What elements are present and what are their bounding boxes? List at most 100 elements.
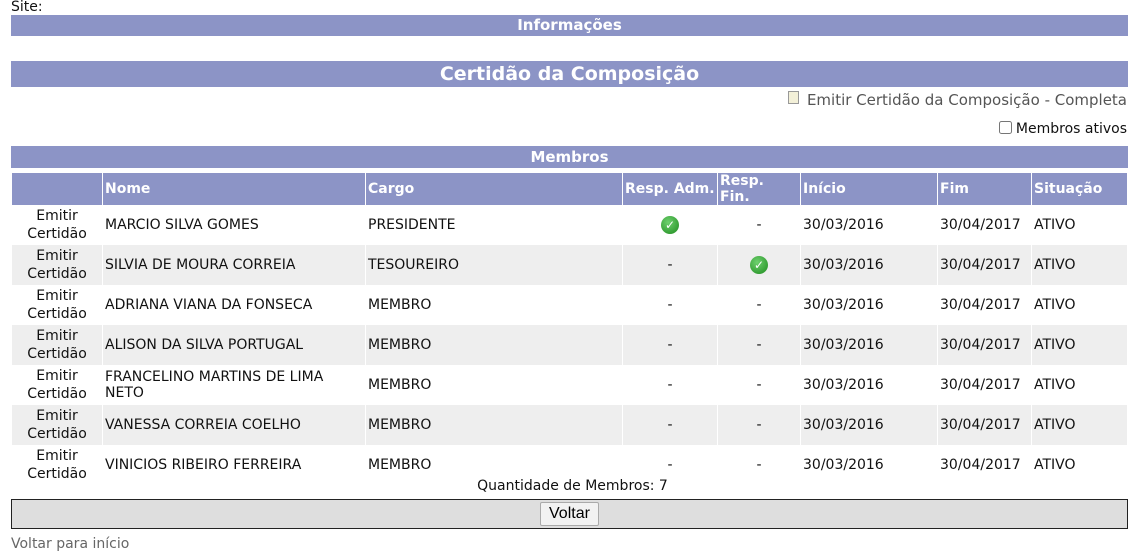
column-header: Situação xyxy=(1032,171,1127,205)
table-row: Emitir Certidão SILVIA DE MOURA CORREIA TE… xyxy=(12,245,1127,285)
resp-fin-cell: - xyxy=(718,285,800,325)
emit-certificate-link[interactable]: Emitir Certidão xyxy=(27,368,87,402)
table-row: Emitir Certidão VANESSA CORREIA COELHO MEM… xyxy=(12,405,1127,445)
resp-fin-cell: - xyxy=(718,405,800,445)
status: ATIVO xyxy=(1034,377,1076,393)
table-row: Emitir Certidão FRANCELINO MARTINS DE LIM… xyxy=(12,365,1127,405)
dash: - xyxy=(756,297,762,313)
emit-certificate-link[interactable]: Emitir Certidão xyxy=(27,208,87,242)
dash: - xyxy=(667,257,673,273)
members-count: Quantidade de Membros: 7 xyxy=(477,478,668,494)
start-date: 30/03/2016 xyxy=(803,457,884,473)
check-icon: ✓ xyxy=(750,256,768,274)
start-date: 30/03/2016 xyxy=(803,217,884,233)
end-date: 30/04/2017 xyxy=(940,457,1021,473)
dash: - xyxy=(667,377,673,393)
resp-adm-cell: - xyxy=(623,445,717,485)
active-members-checkbox[interactable] xyxy=(998,121,1012,134)
resp-adm-cell: - xyxy=(623,405,717,445)
end-date: 30/04/2017 xyxy=(940,217,1021,233)
table-row: Emitir Certidão MARCIO SILVA GOMES PRESIDE… xyxy=(12,205,1127,245)
member-role: TESOUREIRO xyxy=(366,245,622,285)
end-date: 30/04/2017 xyxy=(940,377,1021,393)
member-name: VINICIOS RIBEIRO FERREIRA xyxy=(105,457,302,473)
emit-full-certificate-link[interactable]: Emitir Certidão da Composição - Completa xyxy=(787,91,1127,109)
end-date: 30/04/2017 xyxy=(938,405,1031,445)
end-date: 30/04/2017 xyxy=(940,297,1021,313)
table-row: Emitir Certidão VINICIOS RIBEIRO FERREIRA… xyxy=(12,445,1127,485)
start-date: 30/03/2016 xyxy=(803,377,884,393)
emit-certificate-link[interactable]: Emitir Certidão xyxy=(27,448,87,482)
info-section-header: Informações xyxy=(11,15,1128,36)
member-name: ADRIANA VIANA DA FONSECA xyxy=(105,297,313,313)
footer-toolbar: Voltar xyxy=(11,499,1128,529)
table-row: Emitir Certidão ALISON DA SILVA PORTUGAL M… xyxy=(12,325,1127,365)
column-header: Cargo xyxy=(366,171,622,205)
resp-adm-cell: - xyxy=(623,285,717,325)
start-date: 30/03/2016 xyxy=(801,405,937,445)
members-table: Nome Cargo Resp. Adm. Resp. Fin. Início Fim Si… xyxy=(11,171,1128,485)
start-date: 30/03/2016 xyxy=(803,297,884,313)
member-role: MEMBRO xyxy=(368,377,432,393)
resp-adm-cell: ✓ xyxy=(623,205,717,245)
end-date: 30/04/2017 xyxy=(938,325,1031,365)
start-date: 30/03/2016 xyxy=(801,325,937,365)
dash: - xyxy=(667,457,673,473)
dash: - xyxy=(756,457,762,473)
emit-certificate-link[interactable]: Emitir Certidão xyxy=(27,288,87,322)
column-header: Resp. Adm. xyxy=(623,171,717,205)
member-role: MEMBRO xyxy=(366,405,622,445)
emit-certificate-link[interactable]: Emitir Certidão xyxy=(12,405,102,445)
table-row: Emitir Certidão ADRIANA VIANA DA FONSECA M… xyxy=(12,285,1127,325)
resp-fin-cell: - xyxy=(718,445,800,485)
member-name: MARCIO SILVA GOMES xyxy=(105,217,259,233)
emit-certificate-link[interactable]: Emitir Certidão xyxy=(12,325,102,365)
resp-fin-cell: - xyxy=(718,205,800,245)
resp-fin-cell: - xyxy=(718,325,800,365)
check-icon: ✓ xyxy=(661,216,679,234)
dash: - xyxy=(667,297,673,313)
emit-full-certificate-label: Emitir Certidão da Composição - Completa xyxy=(806,91,1127,109)
member-name: VANESSA CORREIA COELHO xyxy=(103,405,365,445)
status: ATIVO xyxy=(1034,457,1076,473)
member-role: PRESIDENTE xyxy=(368,217,456,233)
end-date: 30/04/2017 xyxy=(938,245,1031,285)
column-header xyxy=(12,171,102,205)
dash: - xyxy=(756,417,762,433)
column-header: Início xyxy=(801,171,937,205)
member-name: SILVIA DE MOURA CORREIA xyxy=(103,245,365,285)
home-link[interactable]: Voltar para início xyxy=(11,536,130,552)
status: ATIVO xyxy=(1032,405,1127,445)
member-name: FRANCELINO MARTINS DE LIMA NETO xyxy=(105,369,324,401)
status: ATIVO xyxy=(1032,325,1127,365)
member-role: MEMBRO xyxy=(368,297,432,313)
dash: - xyxy=(756,217,762,233)
resp-adm-cell: - xyxy=(623,245,717,285)
members-section-header: Membros xyxy=(11,146,1128,168)
column-header: Fim xyxy=(938,171,1031,205)
column-header: Resp. Fin. xyxy=(718,171,800,205)
member-name: ALISON DA SILVA PORTUGAL xyxy=(103,325,365,365)
status: ATIVO xyxy=(1034,297,1076,313)
resp-adm-cell: - xyxy=(623,365,717,405)
dash: - xyxy=(756,337,762,353)
dash: - xyxy=(756,377,762,393)
member-role: MEMBRO xyxy=(368,457,432,473)
member-role: MEMBRO xyxy=(366,325,622,365)
cert-section-header: Certidão da Composição xyxy=(11,61,1128,87)
dash: - xyxy=(667,417,673,433)
active-members-label: Membros ativos xyxy=(1015,121,1127,137)
resp-adm-cell: - xyxy=(623,325,717,365)
site-label: Site: xyxy=(11,0,43,15)
status: ATIVO xyxy=(1034,217,1076,233)
status: ATIVO xyxy=(1032,245,1127,285)
active-members-filter[interactable]: Membros ativos xyxy=(998,121,1127,137)
resp-fin-cell: - xyxy=(718,365,800,405)
document-icon xyxy=(787,91,799,104)
column-header: Nome xyxy=(103,171,365,205)
emit-certificate-link[interactable]: Emitir Certidão xyxy=(12,245,102,285)
resp-fin-cell: ✓ xyxy=(718,245,800,285)
dash: - xyxy=(667,337,673,353)
back-button[interactable]: Voltar xyxy=(540,502,599,526)
start-date: 30/03/2016 xyxy=(801,245,937,285)
